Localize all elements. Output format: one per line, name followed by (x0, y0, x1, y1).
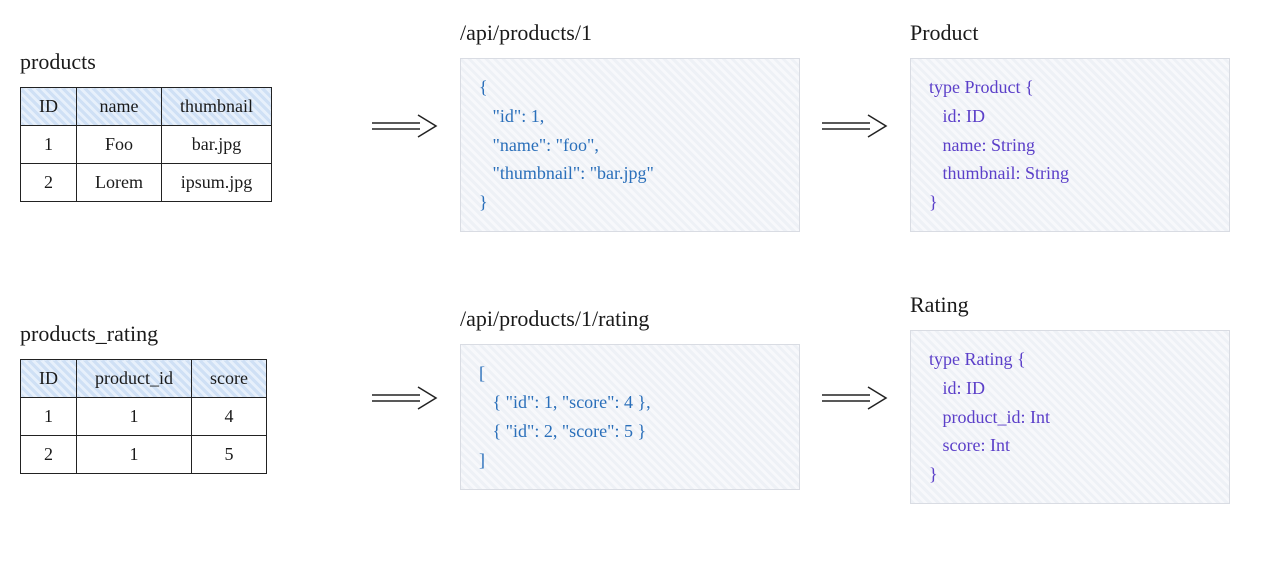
api-panel-products: /api/products/1 { "id": 1, "name": "foo"… (460, 20, 800, 232)
arrow-icon (370, 111, 440, 141)
table-row: 2 1 5 (21, 436, 267, 474)
db-title: products_rating (20, 321, 350, 347)
db-panel-ratings: products_rating ID product_id score 1 1 … (20, 321, 350, 474)
col-header: ID (21, 88, 77, 126)
col-header: product_id (77, 360, 192, 398)
arrow-icon (370, 383, 440, 413)
api-title: /api/products/1 (460, 20, 800, 46)
api-panel-ratings: /api/products/1/rating [ { "id": 1, "sco… (460, 306, 800, 489)
col-header: name (77, 88, 162, 126)
type-code: type Rating { id: ID product_id: Int sco… (910, 330, 1230, 504)
products-table: ID name thumbnail 1 Foo bar.jpg 2 Lorem … (20, 87, 272, 202)
type-panel-product: Product type Product { id: ID name: Stri… (910, 20, 1230, 232)
db-title: products (20, 49, 350, 75)
col-header: score (192, 360, 267, 398)
col-header: ID (21, 360, 77, 398)
table-row: 1 1 4 (21, 398, 267, 436)
json-code: { "id": 1, "name": "foo", "thumbnail": "… (460, 58, 800, 232)
type-code: type Product { id: ID name: String thumb… (910, 58, 1230, 232)
db-panel-products: products ID name thumbnail 1 Foo bar.jpg… (20, 49, 350, 202)
arrow-icon (820, 383, 890, 413)
table-row: 2 Lorem ipsum.jpg (21, 164, 272, 202)
arrow-icon (820, 111, 890, 141)
row-products: products ID name thumbnail 1 Foo bar.jpg… (20, 20, 1256, 232)
ratings-table: ID product_id score 1 1 4 2 1 5 (20, 359, 267, 474)
col-header: thumbnail (161, 88, 271, 126)
type-title: Product (910, 20, 1230, 46)
type-panel-rating: Rating type Rating { id: ID product_id: … (910, 292, 1230, 504)
type-title: Rating (910, 292, 1230, 318)
row-ratings: products_rating ID product_id score 1 1 … (20, 292, 1256, 504)
json-code: [ { "id": 1, "score": 4 }, { "id": 2, "s… (460, 344, 800, 489)
api-title: /api/products/1/rating (460, 306, 800, 332)
table-row: 1 Foo bar.jpg (21, 126, 272, 164)
